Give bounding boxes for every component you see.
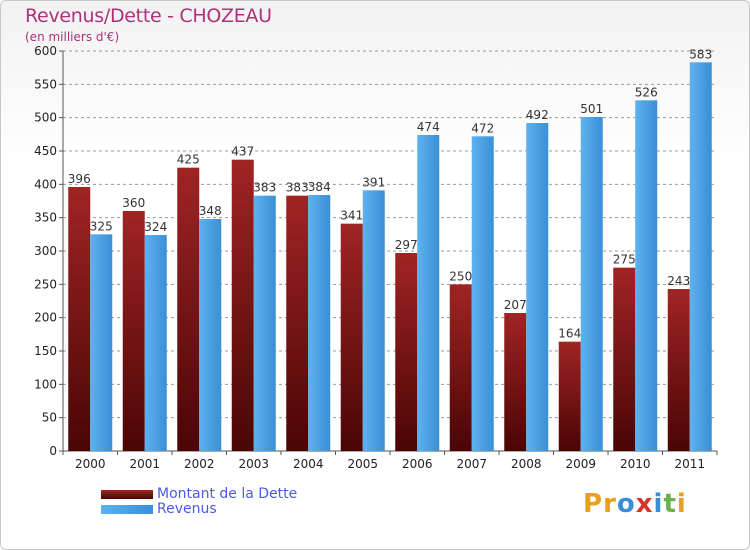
logo-letter: i	[653, 489, 664, 519]
x-tick-label: 2010	[620, 457, 651, 471]
y-tick-label: 50	[42, 411, 57, 425]
data-label: 472	[471, 121, 494, 135]
bar-dette	[395, 253, 418, 451]
chart-subtitle: (en milliers d'€)	[25, 30, 120, 44]
bars	[68, 62, 712, 452]
data-label: 501	[580, 102, 603, 116]
data-label: 324	[144, 220, 167, 234]
bar-revenus	[253, 195, 276, 451]
bar-dette	[122, 211, 145, 451]
bar-revenus	[580, 117, 603, 451]
chart-title: Revenus/Dette - CHOZEAU	[25, 5, 272, 27]
y-tick-label: 0	[49, 444, 57, 458]
bar-revenus	[526, 123, 549, 451]
bar-revenus	[471, 136, 494, 452]
logo-letter: o	[616, 489, 636, 519]
x-tick-label: 2002	[184, 457, 215, 471]
logo-letter: i	[676, 489, 687, 519]
data-label: 325	[90, 219, 113, 233]
bar-revenus	[308, 195, 331, 451]
bar-revenus	[417, 135, 440, 451]
bar-dette	[613, 267, 636, 451]
x-tick-label: 2000	[75, 457, 106, 471]
x-tick-label: 2004	[293, 457, 324, 471]
data-label: 383	[253, 181, 276, 195]
data-label: 425	[177, 153, 200, 167]
data-label: 341	[340, 209, 363, 223]
bar-revenus	[144, 235, 167, 451]
x-tick-label: 2006	[402, 457, 433, 471]
data-label: 396	[68, 172, 91, 186]
data-label: 243	[667, 274, 690, 288]
data-label: 297	[395, 238, 418, 252]
y-tick-label: 500	[34, 111, 57, 125]
data-label: 207	[504, 298, 527, 312]
bar-revenus	[635, 100, 658, 451]
bar-dette	[286, 195, 309, 451]
bar-revenus	[362, 190, 385, 452]
proxiti-logo: Proxiti	[583, 489, 687, 519]
data-label: 164	[558, 327, 581, 341]
data-label: 437	[231, 145, 254, 159]
legend-label-revenus: Revenus	[157, 501, 217, 517]
data-label: 583	[689, 47, 712, 61]
axes: 0 50 100 150 200 250 300 350 400 450 500 550 600 2000…	[34, 44, 718, 471]
gridlines	[63, 50, 717, 452]
bar-dette	[558, 341, 581, 451]
bar-revenus	[90, 234, 113, 451]
legend-swatch-revenus	[101, 505, 153, 514]
logo-letter: t	[663, 489, 677, 519]
data-label: 348	[199, 204, 222, 218]
y-tick-label: 250	[34, 277, 57, 291]
y-tick-label: 600	[34, 44, 57, 58]
logo-letter: r	[603, 489, 617, 519]
legend-swatch-dette	[101, 490, 153, 499]
bar-dette	[449, 284, 472, 451]
x-tick-label: 2003	[238, 457, 269, 471]
y-tick-label: 450	[34, 144, 57, 158]
bar-dette	[68, 187, 91, 451]
data-label: 250	[449, 269, 472, 283]
bar-dette	[504, 313, 527, 451]
x-tick-label: 2009	[565, 457, 596, 471]
bar-dette	[667, 289, 690, 451]
legend-label-dette: Montant de la Dette	[157, 486, 298, 502]
data-label: 474	[417, 120, 440, 134]
data-label: 383	[286, 181, 309, 195]
y-tick-label: 350	[34, 211, 57, 225]
x-tick-label: 2011	[674, 457, 705, 471]
data-label: 360	[122, 196, 145, 210]
bar-revenus	[689, 62, 712, 451]
data-label: 275	[613, 253, 636, 267]
y-tick-label: 400	[34, 177, 57, 191]
y-tick-label: 150	[34, 344, 57, 358]
y-tick-label: 550	[34, 77, 57, 91]
bar-dette	[340, 223, 363, 451]
x-tick-label: 2007	[456, 457, 487, 471]
x-tick-label: 2005	[347, 457, 378, 471]
x-tick-label: 2008	[511, 457, 542, 471]
y-tick-label: 100	[34, 377, 57, 391]
data-label: 492	[526, 108, 549, 122]
x-tick-label: 2001	[129, 457, 160, 471]
y-tick-label: 200	[34, 311, 57, 325]
y-tick-label: 300	[34, 244, 57, 258]
bar-revenus	[199, 219, 222, 451]
logo-letter: P	[583, 489, 604, 519]
data-label: 384	[308, 180, 331, 194]
data-label: 391	[362, 175, 385, 189]
logo-letter: x	[635, 489, 654, 519]
data-label: 526	[635, 85, 658, 99]
bar-dette	[231, 159, 254, 451]
bar-dette	[177, 167, 200, 451]
